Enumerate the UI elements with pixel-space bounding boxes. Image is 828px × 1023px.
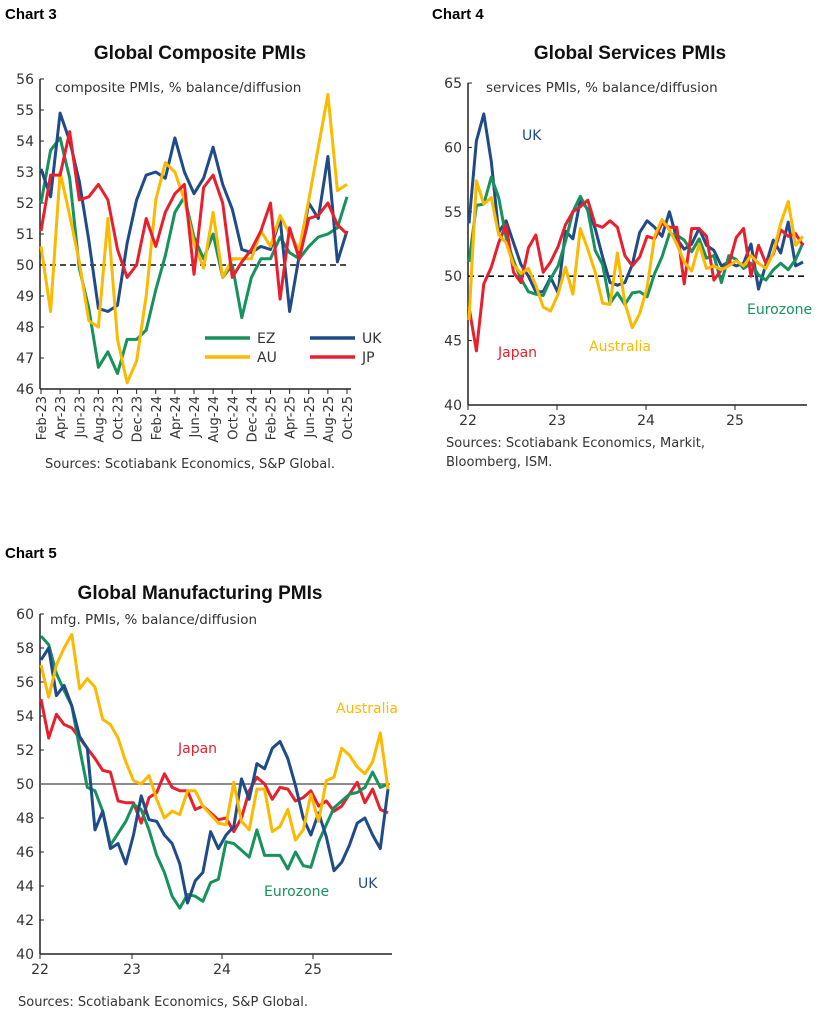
x-tick-label: 22 <box>459 413 477 429</box>
x-tick-label: 25 <box>726 413 744 429</box>
y-tick-label: 47 <box>16 351 34 367</box>
series-line-australia <box>39 632 390 842</box>
y-tick-label: 50 <box>16 777 34 793</box>
x-tick-label: Dec-23 <box>131 396 146 442</box>
y-tick-label: 40 <box>444 398 462 414</box>
x-tick-label: 23 <box>123 962 141 978</box>
y-tick-label: 52 <box>16 196 34 212</box>
x-tick-label: 24 <box>213 962 231 978</box>
x-tick-label: Apr-25 <box>284 396 299 439</box>
y-tick-label: 50 <box>444 269 462 285</box>
x-tick-label: 25 <box>304 962 322 978</box>
x-tick-label: Aug-25 <box>322 396 337 443</box>
chart-3-plot: composite PMIs, % balance/diffusion 46 47 4… <box>16 72 382 443</box>
x-tick-label: Apr-24 <box>169 396 184 439</box>
x-tick-label: Oct-25 <box>341 396 356 440</box>
series-line-uk <box>39 111 349 313</box>
x-tick-label: 22 <box>31 962 49 978</box>
y-tick-label: 48 <box>16 320 34 336</box>
y-tick-label: 53 <box>16 165 34 181</box>
series-line-australia <box>467 179 805 330</box>
y-tick-label: 54 <box>16 134 34 150</box>
y-tick-label: 45 <box>444 334 462 350</box>
y-tick-label: 46 <box>16 845 34 861</box>
y-tick-label: 49 <box>16 289 34 305</box>
chart-5-source: Sources: Scotiabank Economics, S&P Globa… <box>18 995 309 1010</box>
chart-5-title: Global Manufacturing PMIs <box>77 583 323 604</box>
y-tick-label: 56 <box>16 675 34 691</box>
x-tick-label: Aug-23 <box>92 396 107 443</box>
chart-3-label: Chart 3 <box>5 6 57 23</box>
y-tick-label: 54 <box>16 709 34 725</box>
series-label-japan: Japan <box>177 741 217 757</box>
x-tick-label: Feb-23 <box>35 396 50 440</box>
y-tick-label: 42 <box>16 913 34 929</box>
y-tick-label: 51 <box>16 227 34 243</box>
chart-3-source: Sources: Scotiabank Economics, S&P Globa… <box>45 457 336 472</box>
y-tick-label: 52 <box>16 743 34 759</box>
series-label-eurozone: Eurozone <box>747 302 812 318</box>
x-tick-label: Jun-25 <box>303 396 318 439</box>
chart-4-source-line: Bloomberg, ISM. <box>446 455 553 470</box>
legend-label-jp: JP <box>361 350 375 366</box>
y-tick-label: 55 <box>444 205 462 221</box>
chart-subtitle: services PMIs, % balance/diffusion <box>486 80 718 96</box>
series-label-uk: UK <box>522 128 542 144</box>
x-tick-label: Feb-24 <box>150 396 165 440</box>
series-label-australia: Australia <box>336 701 398 717</box>
y-tick-label: 56 <box>16 72 34 88</box>
x-tick-label: Aug-24 <box>207 396 222 443</box>
x-tick-label: Jun-24 <box>188 396 203 439</box>
legend-label-uk: UK <box>362 331 382 347</box>
legend-label-ez: EZ <box>257 331 275 347</box>
x-tick-label: Oct-24 <box>226 396 241 440</box>
series-line-japan <box>39 698 389 834</box>
x-tick-label: 23 <box>548 413 566 429</box>
series-label-eurozone: Eurozone <box>264 884 329 900</box>
chart-4-title: Global Services PMIs <box>533 43 727 64</box>
series-label-japan: Japan <box>497 345 537 361</box>
y-tick-label: 40 <box>16 947 34 963</box>
chart-4-plot: services PMIs, % balance/diffusion 40 45 50… <box>444 76 812 429</box>
series-line-eurozone <box>39 635 389 910</box>
chart-3-title: Global Composite PMIs <box>93 43 307 64</box>
series-line-uk <box>39 646 390 905</box>
y-tick-label: 46 <box>16 382 34 398</box>
series-label-australia: Australia <box>589 339 651 355</box>
series-line-eurozone <box>467 175 805 306</box>
chart-subtitle: mfg. PMIs, % balance/diffusion <box>50 612 257 628</box>
y-tick-label: 65 <box>444 76 462 92</box>
legend-label-au: AU <box>257 350 277 366</box>
x-tick-label: Jun-23 <box>73 396 88 439</box>
y-tick-label: 48 <box>16 811 34 827</box>
y-tick-label: 50 <box>16 258 34 274</box>
x-tick-label: Apr-23 <box>54 396 69 439</box>
x-tick-label: Dec-24 <box>245 396 260 442</box>
y-tick-label: 58 <box>16 641 34 657</box>
series-label-uk: UK <box>358 876 378 892</box>
chart-subtitle: composite PMIs, % balance/diffusion <box>55 80 301 96</box>
chart-4-source: Sources: Scotiabank Economics, Markit, B… <box>446 434 705 472</box>
x-tick-label: Feb-25 <box>265 396 280 440</box>
series-line-japan <box>467 198 805 353</box>
y-tick-label: 55 <box>16 103 34 119</box>
x-tick-label: Oct-23 <box>112 396 127 440</box>
y-tick-label: 60 <box>16 607 34 623</box>
y-tick-label: 60 <box>444 140 462 156</box>
chart-4-source-line: Sources: Scotiabank Economics, Markit, <box>446 436 705 451</box>
chart-5-label: Chart 5 <box>5 545 57 562</box>
series-line-au <box>39 93 348 385</box>
y-tick-label: 44 <box>16 879 34 895</box>
series-line-jp <box>39 130 349 301</box>
chart-4-label: Chart 4 <box>432 6 484 23</box>
chart-5-plot: mfg. PMIs, % balance/diffusion 40 42 44 46 48… <box>16 607 398 978</box>
x-tick-label: 24 <box>637 413 655 429</box>
